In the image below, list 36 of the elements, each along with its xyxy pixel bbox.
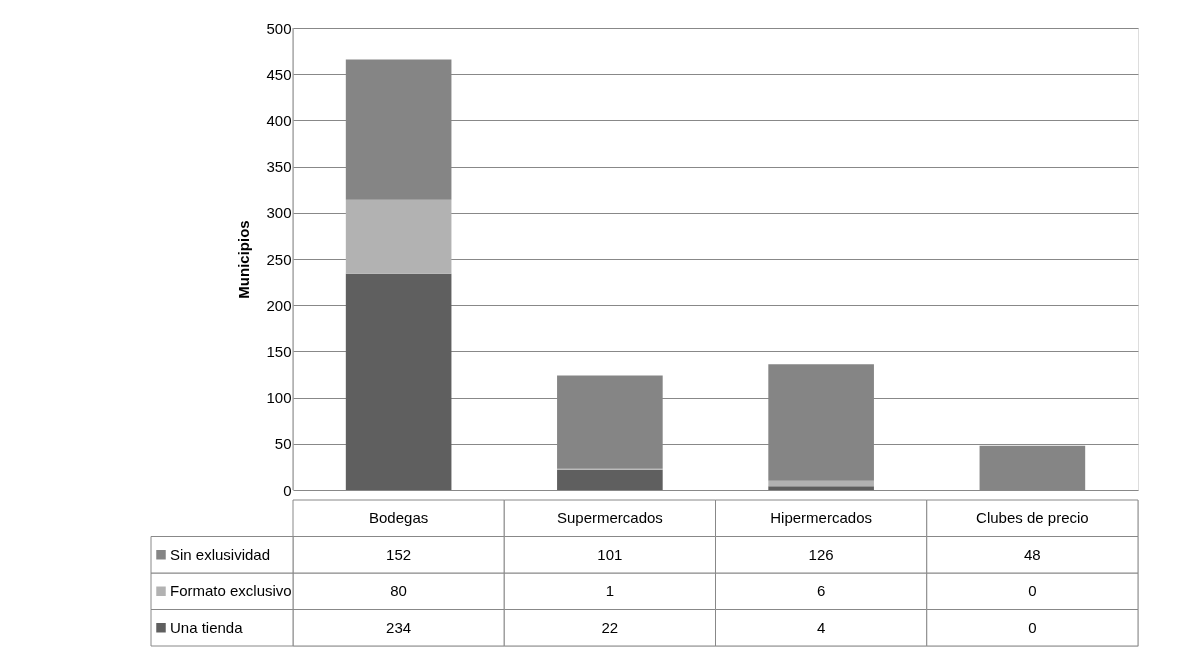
x-tick-label: Clubes de precio (976, 509, 1089, 527)
data-label: 22 (601, 618, 619, 636)
bar (345, 273, 452, 490)
y-tick-label: 300 (266, 204, 292, 222)
bar (768, 486, 874, 490)
y-tick-label: 150 (266, 342, 292, 360)
y-tick-label: 500 (266, 19, 292, 37)
y-tick-label: 400 (266, 111, 292, 129)
data-label: 101 (597, 545, 623, 563)
data-label: 1 (605, 582, 615, 600)
bar (345, 199, 452, 274)
data-label: 234 (386, 618, 412, 636)
y-tick-label: 250 (266, 250, 292, 268)
data-label: 152 (386, 545, 412, 563)
legend-label: Sin exlusividad (170, 545, 271, 563)
data-label: 4 (816, 618, 826, 636)
y-tick-label: 100 (266, 389, 292, 407)
data-label: 126 (808, 545, 834, 563)
y-tick-label: 450 (266, 65, 292, 83)
bar (768, 480, 874, 487)
y-axis-title: Municipios (235, 220, 253, 299)
data-label: 0 (1028, 618, 1037, 636)
bar (557, 469, 663, 490)
x-tick-label: Hipermercados (770, 509, 872, 527)
y-tick-label: 50 (274, 435, 292, 453)
y-tick-label: 0 (283, 481, 292, 499)
y-tick-label: 200 (266, 296, 292, 314)
legend-label: Formato exclusivo (170, 582, 292, 600)
data-label: 0 (1028, 582, 1037, 600)
data-label: 6 (816, 582, 826, 600)
x-tick-label: Bodegas (369, 509, 429, 527)
y-tick-label: 350 (266, 158, 292, 176)
data-label: 48 (1024, 545, 1041, 563)
legend-label: Una tienda (170, 618, 244, 636)
x-tick-label: Supermercados (556, 509, 663, 527)
data-label: 80 (390, 582, 407, 600)
